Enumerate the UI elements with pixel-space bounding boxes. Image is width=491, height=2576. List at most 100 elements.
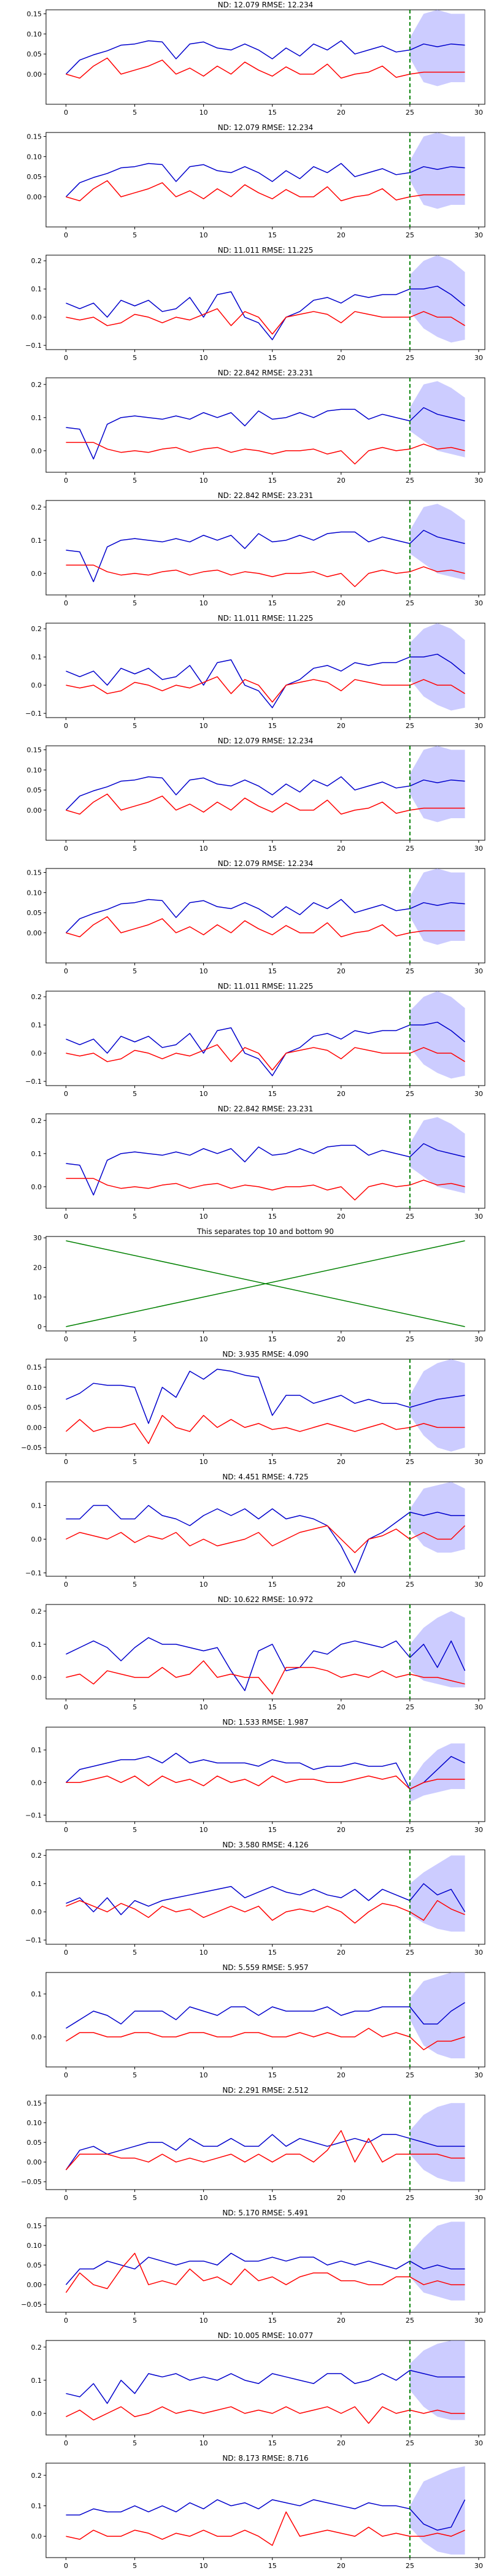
axes-frame bbox=[45, 1604, 485, 1700]
y-tick-label: 0.0 bbox=[31, 1779, 42, 1787]
x-tick-label: 20 bbox=[337, 2439, 346, 2447]
x-tick-label: 15 bbox=[268, 2439, 277, 2447]
x-tick-label: 0 bbox=[64, 2439, 68, 2447]
y-tick-label: 0.10 bbox=[27, 2119, 42, 2127]
chart-title: ND: 5.559 RMSE: 5.957 bbox=[222, 1963, 308, 1972]
uncertainty-band bbox=[409, 2103, 465, 2182]
x-tick-label: 30 bbox=[474, 1826, 483, 1834]
y-tick-label: 0.1 bbox=[31, 414, 42, 422]
uncertainty-band bbox=[409, 132, 465, 209]
x-tick-label: 30 bbox=[474, 845, 483, 853]
y-tick-label: 0.1 bbox=[31, 1021, 42, 1029]
x-tick-label: 10 bbox=[199, 109, 208, 117]
x-tick-label: 20 bbox=[337, 1826, 346, 1834]
x-tick-label: 25 bbox=[406, 1703, 414, 1711]
y-tick-label: 0.00 bbox=[27, 807, 42, 815]
y-tick-label: 0.0 bbox=[31, 1674, 42, 1682]
axes-frame bbox=[45, 623, 485, 718]
x-tick-label: 20 bbox=[337, 477, 346, 485]
x-tick-label: 15 bbox=[268, 722, 277, 730]
y-tick-label: 0.0 bbox=[31, 2410, 42, 2418]
y-tick-label: −0.1 bbox=[25, 1078, 42, 1086]
y-tick-label: 0.00 bbox=[27, 71, 42, 79]
y-tick-label: 0.15 bbox=[27, 10, 42, 18]
series-line-2 bbox=[65, 2253, 465, 2293]
y-tick-label: 0.2 bbox=[31, 2472, 42, 2480]
series-line-2 bbox=[65, 2130, 465, 2171]
x-tick-label: 5 bbox=[133, 1949, 137, 1957]
x-tick-label: 20 bbox=[337, 2194, 346, 2202]
series-line-2 bbox=[66, 57, 465, 79]
x-tick-label: 0 bbox=[64, 2194, 68, 2202]
x-tick-label: 10 bbox=[199, 231, 208, 239]
x-tick-label: 30 bbox=[474, 1090, 483, 1098]
x-tick-label: 5 bbox=[133, 2439, 137, 2447]
x-tick-label: 30 bbox=[474, 1458, 483, 1466]
x-tick-label: 5 bbox=[133, 109, 137, 117]
x-tick-label: 20 bbox=[337, 599, 346, 607]
series-line-2 bbox=[66, 1899, 465, 1924]
plot-area bbox=[65, 1727, 465, 1822]
x-tick-label: 30 bbox=[474, 967, 483, 975]
y-tick-label: 0.2 bbox=[31, 1117, 42, 1125]
plot-area bbox=[66, 1972, 465, 2067]
plot-area bbox=[66, 1240, 465, 1327]
x-tick-label: 30 bbox=[474, 231, 483, 239]
plot-area bbox=[66, 1114, 465, 1208]
series-line-1 bbox=[66, 2002, 465, 2029]
series-line-1 bbox=[65, 1752, 465, 1790]
x-tick-label: 25 bbox=[406, 1949, 414, 1957]
x-tick-label: 10 bbox=[199, 354, 208, 362]
y-tick-label: 0.2 bbox=[31, 257, 42, 265]
x-tick-label: 15 bbox=[268, 1581, 277, 1589]
x-tick-label: 5 bbox=[133, 1458, 137, 1466]
x-tick-label: 20 bbox=[337, 1090, 346, 1098]
x-tick-label: 5 bbox=[133, 1703, 137, 1711]
y-tick-label: 0.0 bbox=[31, 1049, 42, 1057]
chart-title: ND: 8.173 RMSE: 8.716 bbox=[222, 2454, 308, 2463]
series-line-1 bbox=[65, 40, 465, 75]
x-tick-label: 25 bbox=[406, 2439, 414, 2447]
axes-frame bbox=[45, 1359, 485, 1454]
y-tick-label: 0.1 bbox=[31, 1880, 42, 1888]
x-tick-label: 10 bbox=[199, 1090, 208, 1098]
x-tick-label: 25 bbox=[406, 1581, 414, 1589]
y-tick-label: 0.15 bbox=[27, 2099, 42, 2107]
x-tick-label: 30 bbox=[474, 109, 483, 117]
chart-panel-4: ND: 22.842 RMSE: 23.231 0 5 10 15 20 25 30 0.0 0.… bbox=[31, 369, 485, 485]
y-tick-label: 0.0 bbox=[31, 681, 42, 689]
uncertainty-band bbox=[409, 868, 465, 945]
x-tick-label: 5 bbox=[133, 2071, 137, 2079]
y-tick-label: −0.1 bbox=[25, 710, 42, 718]
x-tick-label: 0 bbox=[64, 1335, 68, 1343]
x-tick-label: 20 bbox=[337, 2317, 346, 2325]
x-tick-label: 25 bbox=[406, 1335, 414, 1343]
uncertainty-band bbox=[409, 255, 465, 343]
uncertainty-band bbox=[409, 1482, 465, 1553]
uncertainty-band bbox=[409, 1611, 465, 1688]
y-tick-label: 0.10 bbox=[27, 1384, 42, 1392]
x-tick-label: 5 bbox=[133, 722, 137, 730]
x-tick-label: 15 bbox=[268, 2562, 277, 2570]
y-tick-label: 0.2 bbox=[31, 1852, 42, 1860]
chart-title: ND: 2.291 RMSE: 2.512 bbox=[222, 2086, 308, 2095]
x-tick-label: 0 bbox=[64, 2071, 68, 2079]
x-tick-label: 30 bbox=[474, 2439, 483, 2447]
y-tick-label: 0.10 bbox=[27, 153, 42, 161]
series-line-1 bbox=[66, 1637, 466, 1692]
y-tick-label: 0.1 bbox=[31, 2377, 42, 2385]
y-tick-label: 0.2 bbox=[31, 1608, 42, 1616]
series-line-2 bbox=[66, 2511, 465, 2546]
chart-panel-11: This separates top 10 and bottom 90 0 5 10 1… bbox=[33, 1227, 485, 1343]
x-tick-label: 10 bbox=[199, 1949, 208, 1957]
uncertainty-band bbox=[409, 746, 465, 822]
y-tick-label: 0.2 bbox=[31, 381, 42, 389]
y-tick-label: 0.0 bbox=[31, 2033, 42, 2041]
x-tick-label: 0 bbox=[64, 1213, 68, 1221]
x-tick-label: 20 bbox=[337, 2071, 346, 2079]
series-line-1 bbox=[65, 163, 465, 197]
y-tick-label: 0.2 bbox=[31, 625, 42, 633]
x-tick-label: 25 bbox=[406, 1458, 414, 1466]
x-tick-label: 5 bbox=[133, 1335, 137, 1343]
